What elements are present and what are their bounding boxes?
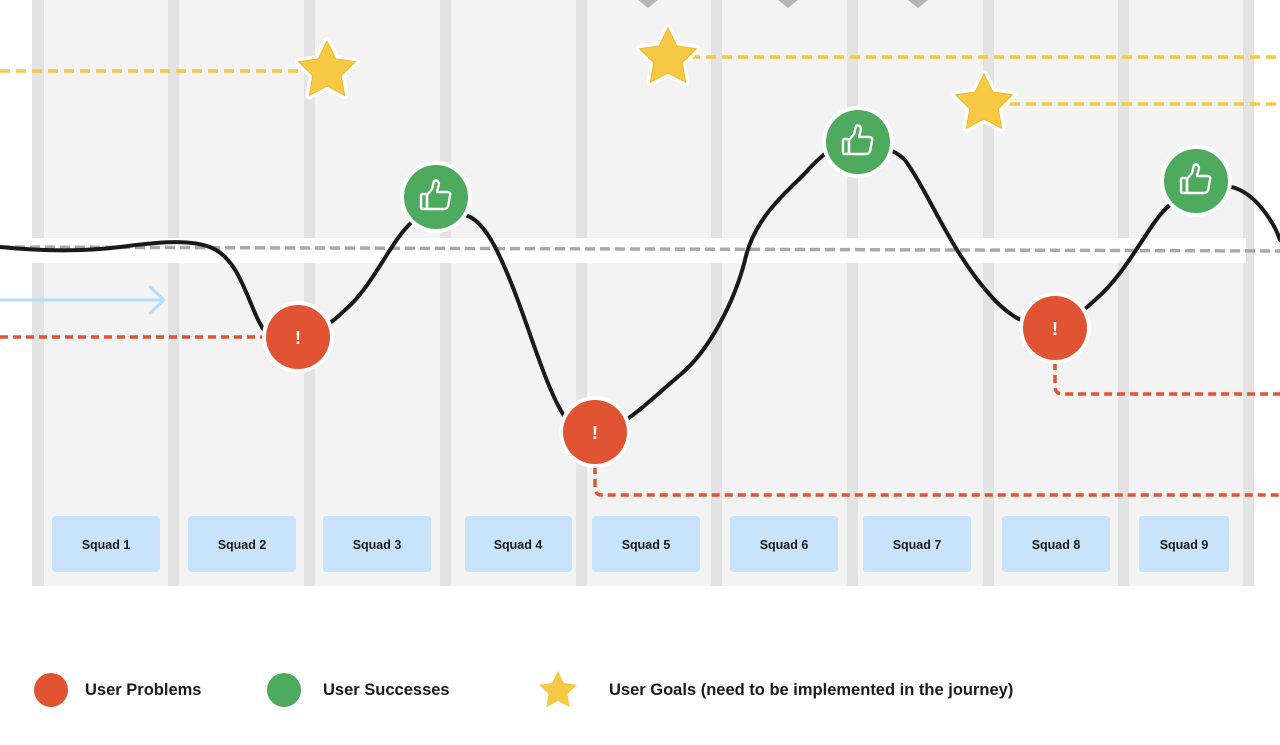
squad-label: Squad 7 bbox=[893, 538, 942, 552]
problem-marker: ! bbox=[262, 301, 334, 373]
top-markers bbox=[638, 0, 928, 8]
squad-label: Squad 6 bbox=[760, 538, 809, 552]
squad-label: Squad 1 bbox=[82, 538, 131, 552]
problem-symbol: ! bbox=[295, 328, 301, 348]
squad-box: Squad 9 bbox=[1139, 516, 1229, 572]
squad-box: Squad 4 bbox=[465, 516, 572, 572]
squad-label: Squad 4 bbox=[494, 538, 543, 552]
problem-marker: ! bbox=[559, 396, 631, 468]
squad-box: Squad 8 bbox=[1002, 516, 1110, 572]
problem-symbol: ! bbox=[592, 423, 598, 443]
squad-label: Squad 9 bbox=[1160, 538, 1209, 552]
squad-row: Squad 1 Squad 2 Squad 3 Squad 4 Squad 5 … bbox=[52, 516, 1229, 572]
problem-symbol: ! bbox=[1052, 319, 1058, 339]
squad-box: Squad 2 bbox=[188, 516, 296, 572]
squad-label: Squad 3 bbox=[353, 538, 402, 552]
squad-box: Squad 6 bbox=[730, 516, 838, 572]
flow-arrow bbox=[0, 285, 166, 315]
thumbs-up-icon bbox=[419, 179, 452, 211]
problem-marker: ! bbox=[1019, 292, 1091, 364]
board-background bbox=[32, 0, 1254, 586]
star-icon bbox=[535, 667, 581, 711]
thumbs-up-icon bbox=[1179, 163, 1212, 195]
squad-label: Squad 5 bbox=[622, 538, 671, 552]
squad-box: Squad 3 bbox=[323, 516, 431, 572]
success-marker bbox=[822, 106, 894, 178]
squad-box: Squad 1 bbox=[52, 516, 160, 572]
squad-label: Squad 2 bbox=[218, 538, 267, 552]
success-marker bbox=[400, 161, 472, 233]
squad-label: Squad 8 bbox=[1032, 538, 1081, 552]
legend: User Problems User Successes User Goals … bbox=[0, 660, 1280, 720]
squad-box: Squad 7 bbox=[863, 516, 971, 572]
legend-label: User Goals (need to be implemented in th… bbox=[609, 681, 1014, 699]
problem-lines bbox=[0, 335, 1280, 497]
goal-lines bbox=[0, 55, 1280, 106]
thumbs-up-icon bbox=[841, 124, 874, 156]
legend-label: User Problems bbox=[85, 681, 202, 699]
problem-dot-icon bbox=[34, 673, 68, 707]
legend-label: User Successes bbox=[323, 681, 450, 699]
squad-box: Squad 5 bbox=[592, 516, 700, 572]
success-marker bbox=[1160, 145, 1232, 217]
success-dot-icon bbox=[267, 673, 301, 707]
